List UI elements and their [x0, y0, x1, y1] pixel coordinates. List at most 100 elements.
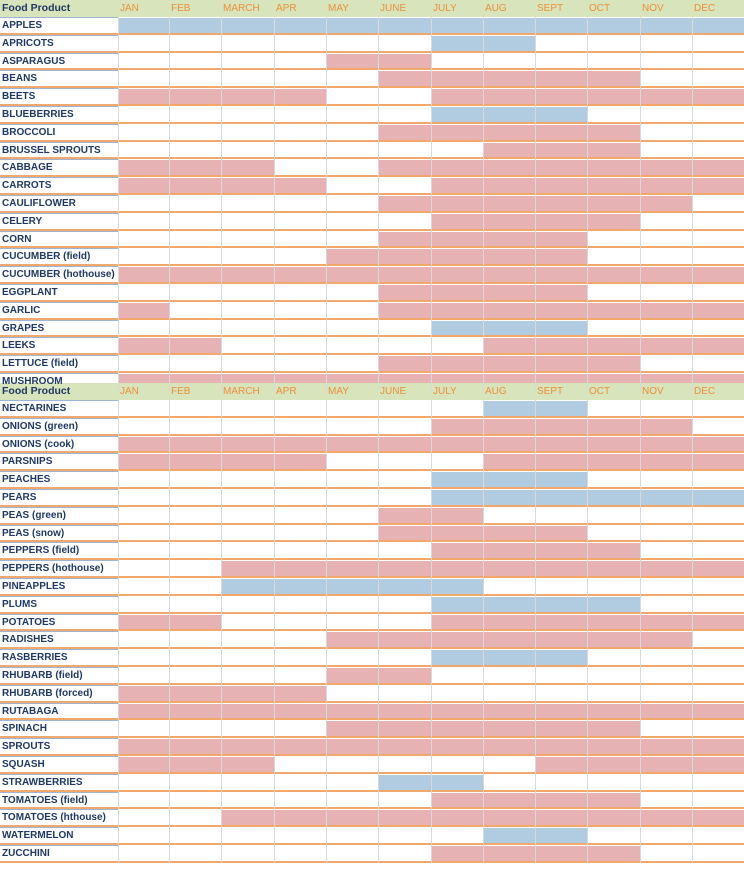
- table-row: PEACHES: [0, 471, 744, 489]
- row-rule: [0, 370, 744, 373]
- table-row: RHUBARB (field): [0, 667, 744, 685]
- season-bar: [378, 507, 483, 523]
- row-rule: [0, 736, 744, 739]
- food-product-name: SPINACH: [2, 723, 48, 735]
- month-gridline: [378, 400, 379, 863]
- row-rule: [0, 86, 744, 89]
- food-product-name: PEACHES: [2, 474, 51, 486]
- row-divider: [0, 773, 118, 775]
- food-product-name: ASPARAGUS: [2, 55, 66, 67]
- month-header-nov: NOV: [642, 3, 664, 14]
- food-product-name: STRAWBERRIES: [2, 776, 83, 788]
- food-product-name: GARLIC: [2, 304, 41, 316]
- food-product-name: PINEAPPLES: [2, 581, 66, 592]
- season-bar: [118, 302, 169, 318]
- row-rule: [0, 540, 744, 543]
- row-divider: [0, 248, 118, 250]
- row-rule: [0, 335, 744, 338]
- row-rule: [0, 192, 744, 195]
- row-divider: [0, 373, 118, 374]
- month-header-sept: SEPT: [537, 386, 564, 397]
- table-row: CUCUMBER (hothouse): [0, 266, 744, 284]
- food-product-name: RUTABAGA: [2, 705, 59, 717]
- month-header-may: MAY: [328, 386, 349, 397]
- season-bar: [378, 285, 587, 300]
- food-product-name: WATERMELON: [2, 830, 74, 842]
- month-gridline: [587, 400, 588, 863]
- table-row: WATERMELON: [0, 827, 744, 845]
- month-header-apr: APR: [276, 386, 297, 397]
- table-row: BROCCOLI: [0, 123, 744, 142]
- row-divider: [0, 435, 118, 437]
- row-divider: [0, 106, 118, 107]
- food-product-name: PEPPERS (hothouse): [2, 563, 104, 575]
- food-product-name: MUSHROOM: [2, 376, 63, 387]
- food-product-name: CUCUMBER (field): [2, 251, 91, 263]
- table-header: Food Product JAN FEB MARCH APR MAY JUNE JULY AUG…: [0, 383, 744, 400]
- season-bar: [378, 774, 483, 790]
- row-divider: [0, 702, 118, 704]
- row-rule: [0, 299, 744, 302]
- food-product-name: PEAS (green): [2, 509, 66, 521]
- row-divider: [0, 542, 118, 544]
- row-divider: [0, 355, 118, 357]
- table-row: LETTUCE (field): [0, 355, 744, 373]
- row-rule: [0, 68, 744, 71]
- season-bar: [221, 561, 744, 577]
- season-bar: [118, 757, 274, 772]
- table-row: RUTABAGA: [0, 702, 744, 721]
- row-rule: [0, 647, 744, 650]
- month-header-feb: FEB: [171, 386, 191, 397]
- row-rule: [0, 50, 744, 53]
- month-gridline: [535, 400, 536, 863]
- table-row: SPINACH: [0, 720, 744, 739]
- table-row: SQUASH: [0, 756, 744, 774]
- table-row: CORN: [0, 230, 744, 249]
- food-product-name: PEARS: [2, 492, 37, 503]
- row-divider: [0, 284, 118, 285]
- row-divider: [0, 524, 118, 526]
- month-header-dec: DEC: [694, 3, 716, 14]
- row-rule: [0, 860, 744, 863]
- food-product-name: TOMATOES (hthouse): [2, 812, 106, 824]
- season-bar: [431, 650, 587, 666]
- food-product-name: LETTUCE (field): [2, 358, 79, 370]
- row-rule: [0, 825, 744, 828]
- row-rule: [0, 264, 744, 267]
- food-product-name: ZUCCHINI: [2, 848, 50, 859]
- month-gridline: [169, 17, 170, 391]
- row-rule: [0, 700, 744, 703]
- row-rule: [0, 451, 744, 454]
- row-rule: [0, 175, 744, 178]
- month-gridline: [221, 400, 222, 863]
- food-product-name: RHUBARB (forced): [2, 687, 93, 699]
- row-divider: [0, 337, 118, 339]
- row-rule: [0, 611, 744, 614]
- season-bar: [378, 525, 587, 541]
- month-gridline: [483, 17, 484, 391]
- row-rule: [0, 486, 744, 489]
- table-row: PINEAPPLES: [0, 578, 744, 596]
- food-product-name: BLUEBERRIES: [2, 109, 74, 120]
- row-rule: [0, 32, 744, 35]
- row-divider: [0, 720, 118, 722]
- month-header-march: MARCH: [223, 3, 260, 14]
- table-row: NECTARINES: [0, 400, 744, 418]
- row-rule: [0, 415, 744, 418]
- season-bar: [483, 338, 744, 354]
- food-product-name: LEEKS: [2, 340, 36, 352]
- season-bar: [221, 810, 744, 826]
- row-divider: [0, 756, 118, 757]
- food-product-name: TOMATOES (field): [2, 794, 88, 806]
- month-header-aug: AUG: [485, 3, 507, 14]
- table-row: LEEKS: [0, 337, 744, 356]
- row-divider: [0, 791, 118, 793]
- food-product-name: APPLES: [2, 20, 43, 31]
- month-header-june: JUNE: [380, 386, 407, 397]
- row-rule: [0, 753, 744, 756]
- column-header-food-product: Food Product: [2, 385, 71, 397]
- month-gridline: [431, 400, 432, 863]
- row-rule: [0, 629, 744, 632]
- row-divider: [0, 506, 118, 508]
